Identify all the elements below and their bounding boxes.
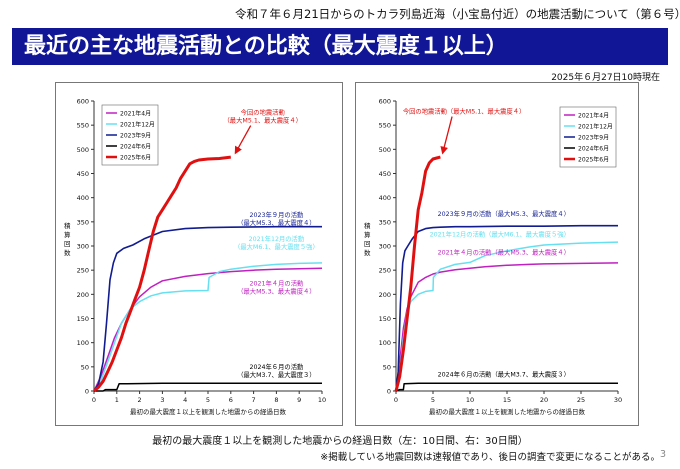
disclaimer-note: ※掲載している地震回数は速報値であり、後日の調査で変更になることがある。	[320, 452, 660, 463]
y-tick-label: 100	[77, 339, 89, 347]
y-tick-label: 450	[379, 170, 391, 178]
series-line	[93, 267, 323, 392]
y-axis-label: 積算回数	[364, 221, 371, 257]
y-tick-label: 300	[77, 243, 89, 251]
x-tick-label: 30	[614, 396, 622, 404]
annotation-label: 2021年４月の活動（最大M5.3、最大震度４）	[438, 248, 570, 257]
legend-label: 2023年9月	[120, 131, 151, 139]
series-line	[94, 382, 322, 392]
x-axis-label: 最初の最大震度１以上を観測した地震からの経過日数	[429, 407, 586, 416]
y-tick-label: 600	[77, 98, 89, 106]
chart-panel-10-days: 0 50 100 150 200 250 300 350 400 450 500 550 600 0 1 2 3…	[55, 82, 343, 426]
y-tick-label: 400	[379, 194, 391, 202]
y-tick-label: 500	[77, 146, 89, 154]
series-line	[395, 224, 618, 392]
annotation-arrow	[234, 125, 252, 155]
y-tick-label: 150	[77, 315, 89, 323]
legend: 2021年4月 2021年12月 2023年9月 2024年6月 2025年6月	[559, 106, 617, 168]
annotation-label: 2024年６月の活動（最大M3.7、最大震度３）	[237, 362, 315, 379]
annotation-label: 今回の地震活動（最大M5.1、最大震度４）	[403, 107, 526, 116]
x-tick-label: 20	[540, 396, 548, 404]
legend-label: 2024年6月	[120, 142, 151, 150]
annotation-label: 2023年９月の活動（最大M5.3、最大震度４）	[438, 209, 570, 218]
series-line	[395, 382, 618, 392]
y-axis-label: 積算回数	[64, 221, 71, 257]
x-tick-label: 6	[229, 396, 233, 404]
x-tick-label: 8	[274, 396, 278, 404]
x-tick-label: 1	[115, 396, 119, 404]
page-banner: 最近の主な地震活動との比較（最大震度１以上）	[12, 28, 668, 65]
x-range-caption: 最初の最大震度１以上を観測した地震からの経過日数（左：10日間、右：30日間）	[152, 436, 528, 447]
legend-label: 2025年6月	[578, 155, 609, 163]
as-of-date: 2025年６月27日10時現在	[551, 73, 660, 83]
annotation-label: 2023年９月の活動（最大M5.3、最大震度４）	[237, 210, 315, 227]
legend-label: 2025年6月	[120, 153, 151, 161]
y-tick-label: 50	[81, 363, 89, 371]
x-tick-label: 9	[297, 396, 301, 404]
y-tick-label: 50	[383, 363, 391, 371]
x-tick-label: 5	[206, 396, 210, 404]
document-title: 令和７年６月21日からのトカラ列島近海（小宝島付近）の地震活動について（第６号）	[235, 7, 680, 21]
y-tick-label: 150	[379, 315, 391, 323]
x-tick-label: 2	[138, 396, 142, 404]
legend-label: 2021年4月	[120, 109, 151, 117]
annotation-label: 今回の地震活動（最大M5.1、最大震度４）	[224, 108, 302, 125]
x-tick-label: 0	[394, 396, 398, 404]
x-tick-label: 4	[183, 396, 187, 404]
y-tick-label: 400	[77, 194, 89, 202]
annotation-label: 2021年12月の活動（最大M6.1、最大震度５強）	[430, 229, 570, 238]
series-line	[395, 241, 619, 392]
y-tick-label: 300	[379, 243, 391, 251]
y-tick-label: 0	[85, 388, 89, 396]
y-tick-label: 350	[77, 218, 89, 226]
y-tick-label: 550	[77, 122, 89, 130]
x-tick-label: 15	[503, 396, 511, 404]
legend-label: 2021年12月	[120, 120, 155, 128]
x-tick-label: 7	[252, 396, 256, 404]
series-line	[93, 155, 231, 393]
series-line	[93, 262, 323, 392]
y-tick-label: 250	[379, 267, 391, 275]
annotation-label: 2024年６月の活動（最大M3.7、最大震度３）	[438, 370, 570, 379]
legend-label: 2021年12月	[578, 122, 613, 130]
legend-label: 2021年4月	[578, 111, 609, 119]
y-tick-label: 200	[379, 291, 391, 299]
y-tick-label: 200	[77, 291, 89, 299]
x-tick-label: 3	[160, 396, 164, 404]
legend: 2021年4月 2021年12月 2023年9月 2024年6月 2025年6月	[101, 104, 159, 166]
series-line	[93, 225, 322, 392]
annotation-label: 2021年12月の活動（最大M6.1、最大震度５強）	[234, 234, 319, 251]
x-tick-label: 10	[466, 396, 474, 404]
annotation-arrow	[440, 116, 453, 155]
x-tick-label: 10	[318, 396, 326, 404]
y-tick-label: 500	[379, 146, 391, 154]
chart-panel-30-days: 0 50 100 150 200 250 300 350 400 450 500 550 600 0 5 10…	[355, 82, 639, 426]
series-line	[394, 155, 441, 392]
y-tick-label: 250	[77, 267, 89, 275]
y-tick-label: 450	[77, 170, 89, 178]
y-tick-label: 550	[379, 122, 391, 130]
x-tick-label: 25	[577, 396, 585, 404]
chart-0-svg: 0 50 100 150 200 250 300 350 400 450 500 550 600 0 1 2 3…	[64, 98, 326, 417]
chart-1-svg: 0 50 100 150 200 250 300 350 400 450 500 550 600 0 5 10…	[364, 98, 622, 417]
y-tick-label: 350	[379, 218, 391, 226]
legend-label: 2024年6月	[578, 144, 609, 152]
page-number: 3	[660, 449, 667, 460]
y-tick-label: 600	[379, 98, 391, 106]
annotation-label: 2021年４月の活動（最大M5.3、最大震度４）	[237, 279, 315, 296]
x-axis-label: 最初の最大震度１以上を観測した地震からの経過日数	[130, 407, 287, 416]
x-tick-label: 0	[92, 396, 96, 404]
y-tick-label: 0	[387, 388, 391, 396]
y-tick-label: 100	[379, 339, 391, 347]
legend-label: 2023年9月	[578, 133, 609, 141]
x-tick-label: 5	[431, 396, 435, 404]
